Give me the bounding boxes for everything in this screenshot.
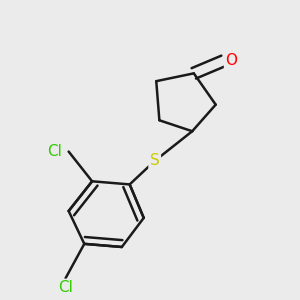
Text: Cl: Cl (58, 280, 73, 295)
Text: Cl: Cl (47, 144, 62, 159)
Text: S: S (150, 154, 160, 169)
Text: O: O (225, 53, 237, 68)
